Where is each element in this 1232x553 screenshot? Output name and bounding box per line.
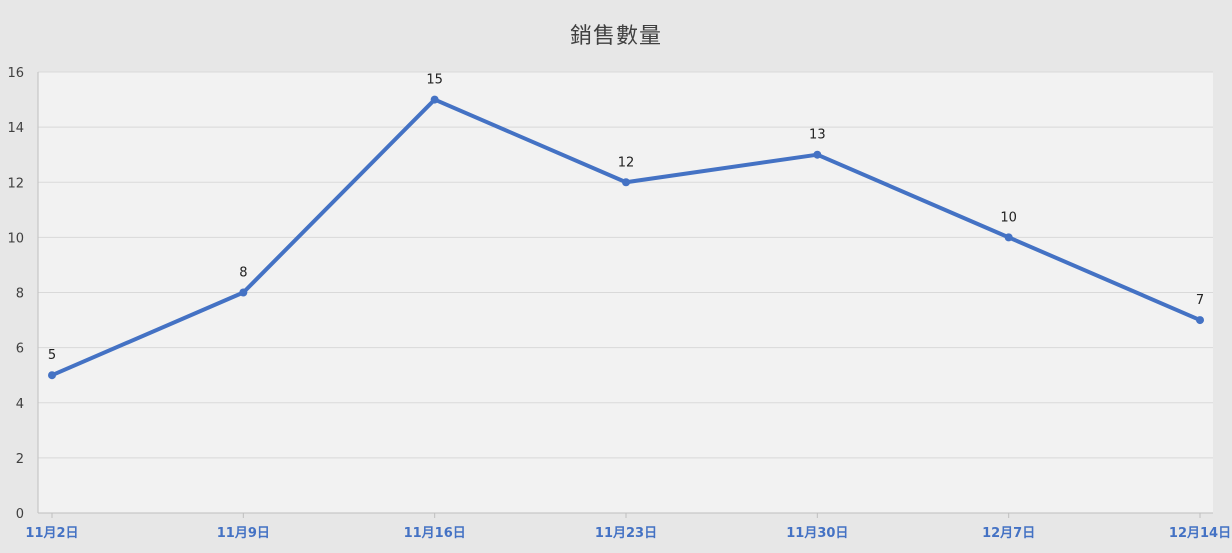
series bbox=[48, 95, 1204, 380]
data-label: 5 bbox=[48, 348, 56, 363]
data-point bbox=[430, 95, 439, 104]
chart-title: 銷售數量 bbox=[569, 24, 662, 49]
x-tick-label: 11月16日 bbox=[404, 526, 466, 541]
data-label: 10 bbox=[1000, 210, 1017, 225]
y-axis-ticks: 0 2 4 6 8 10 12 14 16 bbox=[7, 66, 24, 522]
data-point bbox=[239, 288, 248, 297]
x-tick-label: 11月2日 bbox=[25, 526, 78, 541]
x-tick-label: 12月7日 bbox=[982, 526, 1035, 541]
data-label: 8 bbox=[239, 266, 247, 281]
x-tick-label: 11月30日 bbox=[786, 526, 848, 541]
data-point bbox=[1196, 316, 1204, 325]
data-labels: 5 8 15 12 13 10 7 bbox=[48, 73, 1204, 364]
data-point bbox=[1004, 233, 1013, 242]
data-point bbox=[48, 371, 56, 380]
data-label: 7 bbox=[1196, 293, 1204, 308]
y-tick-label: 16 bbox=[7, 66, 24, 81]
y-tick-label: 10 bbox=[7, 231, 24, 246]
x-tick-label: 12月14日 bbox=[1169, 526, 1231, 541]
data-label: 15 bbox=[426, 73, 443, 88]
y-tick-label: 8 bbox=[16, 287, 24, 302]
data-label: 13 bbox=[809, 128, 826, 143]
x-tick-label: 11月9日 bbox=[217, 526, 270, 541]
data-label: 12 bbox=[618, 155, 635, 170]
data-point bbox=[622, 178, 630, 187]
y-tick-label: 6 bbox=[16, 342, 24, 357]
y-tick-label: 2 bbox=[16, 452, 24, 467]
x-tick-label: 11月23日 bbox=[595, 526, 657, 541]
y-tick-label: 12 bbox=[7, 176, 24, 191]
y-tick-label: 14 bbox=[7, 121, 24, 136]
data-point bbox=[813, 150, 822, 159]
x-axis-ticks: 11月2日 11月9日 11月16日 11月23日 11月30日 12月7日 12月14日 bbox=[25, 513, 1231, 541]
y-tick-label: 0 bbox=[16, 507, 24, 522]
y-tick-label: 4 bbox=[16, 397, 24, 412]
